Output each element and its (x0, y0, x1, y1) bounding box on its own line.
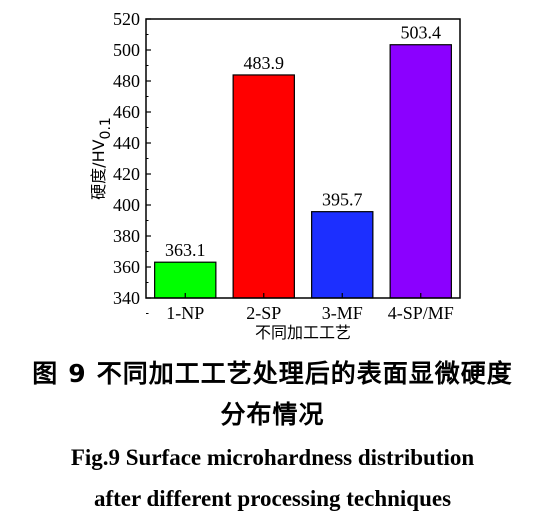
y-axis-label-main: 硬度/HV (89, 139, 108, 199)
bar-2 (232, 74, 295, 299)
bars (154, 44, 452, 299)
x-axis: 1-NP 2-SP 3-MF 4-SP/MF (166, 293, 454, 323)
y-tick-label: 460 (113, 102, 140, 122)
bar-chart: 340 360 380 400 420 440 460 480 500 520 363.1 483.… (89, 9, 461, 342)
bar-data-label: 503.4 (401, 23, 442, 43)
x-axis-label: 不同加工工艺 (255, 323, 351, 342)
x-tick-label: 1-NP (166, 303, 204, 323)
caption-en-line-1: Fig.9 Surface microhardness distribution (70, 445, 475, 470)
y-tick-label: 420 (113, 164, 140, 184)
y-tick-label: 500 (113, 40, 140, 60)
bar-data-label: 363.1 (165, 240, 206, 260)
x-tick-label: 2-SP (246, 303, 281, 323)
y-tick-label: 340 (113, 288, 140, 308)
caption-fig-prefix: 图 (32, 359, 59, 388)
x-tick-label: 3-MF (322, 303, 363, 323)
caption-cn-line-1: 图 9 不同加工工艺处理后的表面显微硬度 (0, 354, 545, 390)
bar-data-label: 483.9 (244, 53, 285, 73)
y-tick-label: 360 (113, 257, 140, 277)
y-axis: 340 360 380 400 420 440 460 480 500 520 (113, 9, 151, 314)
x-tick-label: 4-SP/MF (388, 303, 454, 323)
y-tick-label: 380 (113, 226, 140, 246)
bar-1 (154, 261, 217, 299)
y-tick-label: 520 (113, 9, 140, 29)
bar-4 (389, 44, 452, 299)
y-axis-label: 硬度/HV0.1 (89, 117, 114, 200)
caption-cn-line-2: 分布情况 (220, 400, 325, 429)
bar-3 (311, 211, 374, 299)
caption-fig-number: 9 (68, 359, 87, 388)
y-axis-label-subscript: 0.1 (98, 117, 114, 139)
data-labels: 363.1 483.9 395.7 503.4 (165, 23, 441, 260)
caption-en-line-2: after different processing techniques (93, 486, 452, 511)
bar-data-label: 395.7 (322, 190, 363, 210)
caption-cn-text-1: 不同加工工艺处理后的表面显微硬度 (96, 359, 513, 388)
plot-frame (145, 18, 461, 299)
y-tick-label: 400 (113, 195, 140, 215)
y-tick-label: 480 (113, 71, 140, 91)
y-tick-label: 440 (113, 133, 140, 153)
